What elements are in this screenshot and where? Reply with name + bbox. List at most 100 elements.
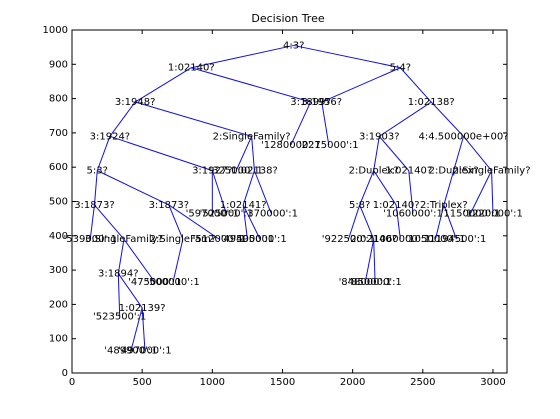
tree-edge <box>168 204 184 240</box>
node-label: 3:1899? <box>290 97 331 108</box>
x-tick-label: 2000 <box>340 377 365 388</box>
tree-edge <box>89 204 95 240</box>
node-label: 5:3? <box>87 166 108 177</box>
node-label: 1:02140? <box>373 200 420 211</box>
node-label: 3:1927? <box>192 166 233 177</box>
tree-edge <box>117 239 125 274</box>
node-label: 2:SingleFamily? <box>453 166 531 177</box>
node-label: '497000':1 <box>118 346 171 357</box>
x-tick-label: 3000 <box>480 377 505 388</box>
tree-edge <box>96 136 111 171</box>
node-label: '500000':1 <box>146 277 199 288</box>
tree-edge <box>117 273 121 317</box>
y-tick-label: 700 <box>49 128 68 139</box>
tree-edge <box>94 204 125 240</box>
y-tick-label: 200 <box>49 299 68 310</box>
y-tick-label: 0 <box>62 368 68 379</box>
y-tick-label: 300 <box>49 265 68 276</box>
node-label: 2:Duplex? <box>429 166 479 177</box>
node-label: '495000':1 <box>221 234 274 245</box>
tree-edge <box>359 204 375 240</box>
y-tick-label: 600 <box>49 162 68 173</box>
tree-edge <box>168 204 220 240</box>
node-label: 1:02140? <box>168 63 215 74</box>
tree-edge <box>470 170 493 214</box>
tree-edge <box>373 170 397 206</box>
node-label: '523500':1 <box>93 311 146 322</box>
node-label: 3:1873? <box>149 200 190 211</box>
tree-edge <box>399 67 432 103</box>
tree-edge <box>93 170 98 205</box>
tree-edge <box>191 67 311 103</box>
node-label: 3:1903? <box>359 131 400 142</box>
node-label: '2275000':1 <box>299 140 359 151</box>
y-tick-label: 1000 <box>43 25 68 36</box>
node-label: 2:02140? <box>350 234 397 245</box>
node-label: 2:Triplex? <box>420 200 468 211</box>
node-label: 3:SingleFamily? <box>85 234 163 245</box>
node-label: '525000':1 <box>200 209 253 220</box>
node-label: 2:Duplex? <box>349 166 399 177</box>
chart-title: Decision Tree <box>251 12 324 25</box>
node-label: 3:1924? <box>90 131 131 142</box>
tree-edge <box>434 204 445 240</box>
y-tick-label: 900 <box>49 59 68 70</box>
tree-edge <box>443 170 455 206</box>
node-label: '597000':1 <box>186 209 239 220</box>
x-axis-ticks: 0 500 1000 1500 2000 2500 3000 <box>69 30 506 388</box>
tree-edge <box>242 204 261 240</box>
tree-edge <box>463 136 492 171</box>
node-label: 3:1873? <box>74 200 115 211</box>
tree-edge <box>191 44 294 69</box>
tree-edge <box>491 170 494 214</box>
x-tick-label: 0 <box>69 377 75 388</box>
y-tick-label: 800 <box>49 94 68 105</box>
x-tick-label: 500 <box>133 377 152 388</box>
tree-edge <box>242 170 255 206</box>
node-label: '495000':1 <box>233 234 286 245</box>
y-axis-ticks: 0 100 200 300 400 500 600 700 800 900 1000 <box>43 25 507 379</box>
tree-edge <box>430 101 464 137</box>
node-label: '1060000':1 <box>383 209 443 220</box>
node-label: '1060000':1 <box>370 234 430 245</box>
tree-edge <box>235 136 253 171</box>
tree-edge <box>290 101 312 146</box>
node-label: 1:02139? <box>119 303 166 314</box>
y-tick-label: 100 <box>49 334 68 345</box>
node-label: '370000':1 <box>245 209 298 220</box>
tree-edge <box>321 67 401 103</box>
tree-edges <box>89 44 494 351</box>
node-label: 4:4.500000e+00? <box>418 131 508 142</box>
tree-edge <box>97 170 170 206</box>
tree-edge <box>379 101 432 137</box>
tree-edge <box>408 170 414 214</box>
tree-edge <box>251 136 255 171</box>
x-tick-label: 1500 <box>270 377 295 388</box>
node-label: 1:02141? <box>220 200 267 211</box>
node-label: '325000':1 <box>209 166 262 177</box>
node-label: '489900':1 <box>104 346 157 357</box>
node-label: 3:1948? <box>115 97 156 108</box>
tree-edge <box>242 204 248 240</box>
tree-edge <box>359 170 375 206</box>
tree-edge <box>109 135 213 172</box>
node-label: 3:1956? <box>302 97 343 108</box>
node-label: 1:02138? <box>408 97 455 108</box>
tree-edge <box>293 44 401 69</box>
x-tick-label: 1000 <box>200 377 225 388</box>
tree-edge <box>134 67 192 103</box>
node-label: '850000':1 <box>348 277 401 288</box>
node-label: '539000':1 <box>64 234 117 245</box>
node-label: '922500':1 <box>322 234 375 245</box>
tree-edge <box>141 307 146 351</box>
x-tick-label: 2500 <box>410 377 435 388</box>
tree-edge <box>109 101 136 137</box>
node-label: 5:8? <box>349 200 370 211</box>
y-tick-label: 400 <box>49 231 68 242</box>
node-label: 4:3? <box>283 40 304 51</box>
tree-edge <box>395 204 401 240</box>
node-label: '475000':1 <box>128 277 181 288</box>
node-label: '1050000':1 <box>406 234 466 245</box>
node-label: '1280000':1 <box>261 140 321 151</box>
